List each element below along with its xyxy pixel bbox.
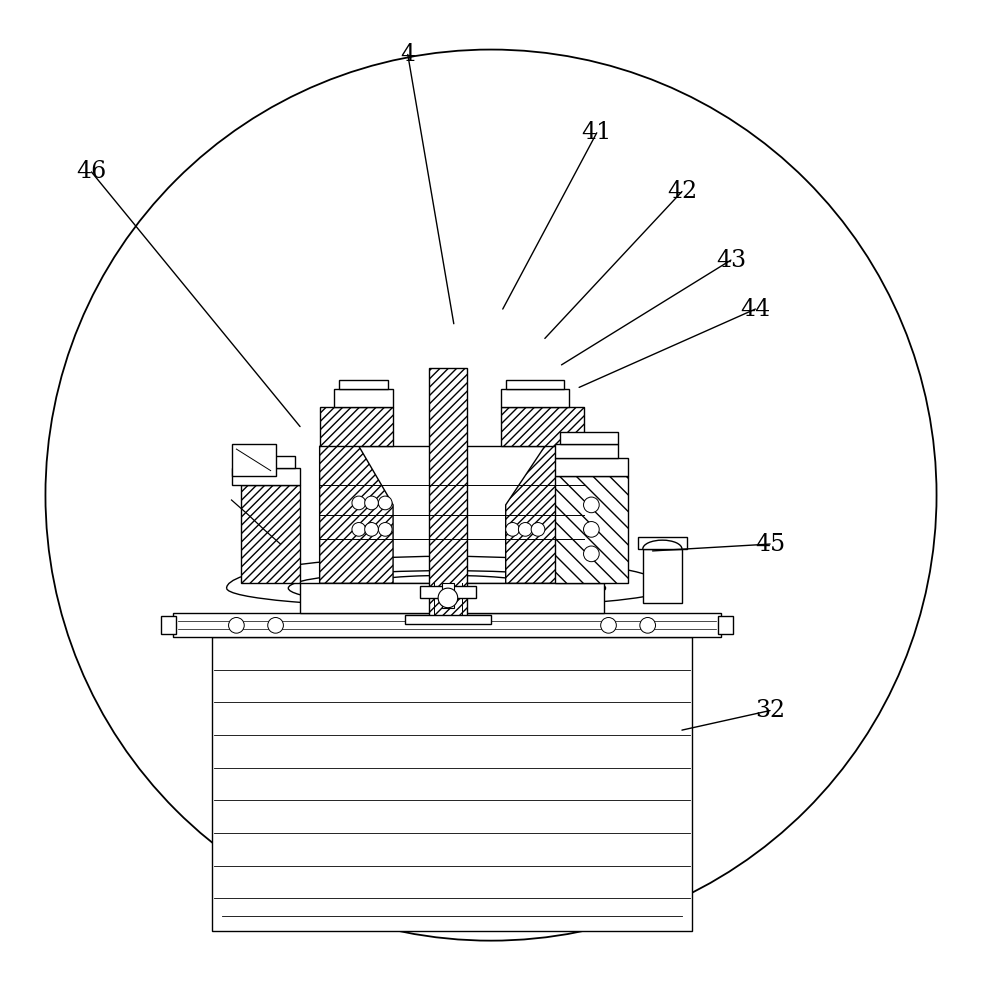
Circle shape — [583, 546, 599, 562]
Bar — [555, 458, 628, 476]
Bar — [560, 432, 619, 444]
Circle shape — [583, 497, 599, 513]
Circle shape — [640, 618, 656, 633]
Text: 42: 42 — [667, 180, 697, 203]
Circle shape — [229, 618, 245, 633]
Bar — [555, 444, 619, 458]
Bar — [429, 368, 466, 622]
Bar — [319, 407, 393, 446]
Circle shape — [364, 523, 378, 536]
Bar — [339, 380, 388, 389]
Circle shape — [601, 618, 617, 633]
Circle shape — [352, 523, 365, 536]
Circle shape — [531, 523, 545, 536]
Bar — [242, 485, 300, 583]
Circle shape — [518, 523, 532, 536]
Bar — [501, 407, 584, 446]
Text: 44: 44 — [740, 298, 771, 321]
Bar — [506, 380, 565, 389]
Circle shape — [438, 588, 458, 608]
Text: 43: 43 — [716, 249, 746, 272]
Text: 46: 46 — [77, 160, 107, 183]
Bar — [442, 583, 454, 608]
Bar — [638, 537, 686, 549]
Bar — [643, 549, 682, 603]
Circle shape — [378, 523, 392, 536]
Circle shape — [268, 618, 284, 633]
Circle shape — [583, 522, 599, 537]
Bar — [232, 468, 300, 485]
Bar — [718, 616, 733, 634]
Bar — [161, 616, 176, 634]
Bar — [501, 389, 570, 407]
Bar — [555, 476, 628, 583]
Text: 4: 4 — [401, 43, 415, 66]
Circle shape — [352, 496, 365, 510]
Bar — [334, 389, 393, 407]
Text: 32: 32 — [755, 699, 786, 722]
Bar — [173, 613, 721, 637]
Circle shape — [506, 523, 519, 536]
Circle shape — [378, 496, 392, 510]
Bar — [232, 444, 276, 476]
Bar — [237, 456, 296, 468]
Text: 41: 41 — [581, 121, 612, 144]
Bar — [212, 637, 691, 931]
Polygon shape — [506, 446, 584, 583]
Text: 45: 45 — [755, 533, 786, 556]
Circle shape — [364, 496, 378, 510]
Bar — [405, 615, 491, 624]
Bar — [319, 446, 584, 583]
Polygon shape — [319, 446, 393, 583]
Bar — [300, 583, 604, 613]
Bar — [419, 586, 476, 598]
